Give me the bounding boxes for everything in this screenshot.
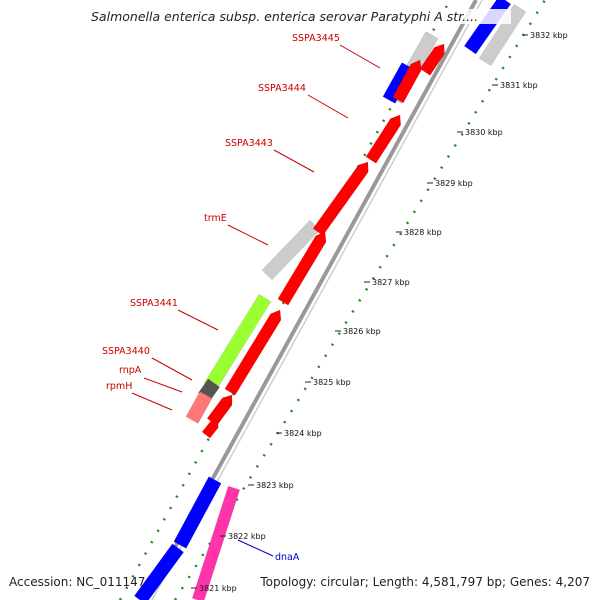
feature-arrow-3440 xyxy=(206,394,233,426)
kbp-tick-label: 3828 kbp xyxy=(404,228,442,237)
gene-label-leader xyxy=(227,224,269,246)
labels-layer: SSPA3445 SSPA3444 SSPA3443 trmE SSPA3441 SSPA… xyxy=(102,33,340,563)
kbp-tick-label: 3829 kbp xyxy=(435,179,473,188)
kbp-tick-label: 3830 kbp xyxy=(465,128,503,137)
label-leaders-layer xyxy=(131,44,381,557)
feature-dnaa-blue-outer xyxy=(173,476,222,549)
gene-label-text: rpmH xyxy=(106,381,132,392)
gene-label-leader xyxy=(131,392,173,411)
gene-label-leader xyxy=(237,539,274,557)
gene-label-text: SSPA3445 xyxy=(292,33,340,44)
gc-dots-layer xyxy=(118,0,547,600)
kbp-tick-label: 3832 kbp xyxy=(530,31,568,40)
gene-label-text: dnaA xyxy=(275,552,300,563)
feature-trme-grey xyxy=(261,219,321,281)
map-title: Salmonella enterica subsp. enterica sero… xyxy=(91,9,511,24)
kbp-tick-label: 3824 kbp xyxy=(284,429,322,438)
feature-arrow-3441 xyxy=(224,309,282,396)
gene-label-leader xyxy=(273,149,315,173)
gene-label-text: trmE xyxy=(204,213,227,224)
feature-rpmh-salmon xyxy=(185,391,213,424)
feature-arrow-3445 xyxy=(392,59,422,104)
feature-arrow-trme xyxy=(277,231,327,306)
gene-label-leader xyxy=(177,309,219,331)
gene-label-leader xyxy=(143,377,183,393)
kbp-tick-label: 3822 kbp xyxy=(228,532,266,541)
gene-label-text: rnpA xyxy=(119,365,142,376)
kbp-tick-label: 3831 kbp xyxy=(500,81,538,90)
feature-grey-corner xyxy=(478,3,527,67)
kbp-tick-label: 3827 kbp xyxy=(372,278,410,287)
features-layer xyxy=(133,0,527,600)
feature-arrow-3444 xyxy=(365,114,401,164)
topology-text: Topology: circular; Length: 4,581,797 bp… xyxy=(260,575,590,589)
feature-arrow-rpmh xyxy=(201,419,219,439)
kbp-tick-label: 3821 kbp xyxy=(199,584,237,593)
gene-label-leader xyxy=(307,94,349,119)
gene-label-text: SSPA3444 xyxy=(258,83,306,94)
gene-label-leader xyxy=(339,44,381,69)
gene-label-text: SSPA3443 xyxy=(225,138,273,149)
gene-label-text: SSPA3441 xyxy=(130,298,178,309)
accession-text: Accession: NC_011147 xyxy=(9,575,146,589)
feature-blue-bottom xyxy=(133,543,185,600)
ticks-layer: 3832 kbp 3831 kbp 3830 kbp 3829 kbp 3828 kbp… xyxy=(191,31,568,593)
feature-dnaa-pink xyxy=(191,485,241,600)
kbp-tick-label: 3825 kbp xyxy=(313,378,351,387)
gene-label-text: SSPA3440 xyxy=(102,346,150,357)
inner-dotted-line xyxy=(173,0,547,600)
feature-arrow-3445b xyxy=(419,43,445,76)
kbp-tick-label: 3826 kbp xyxy=(343,327,381,336)
feature-arrow-3443 xyxy=(312,161,369,236)
kbp-tick-label: 3823 kbp xyxy=(256,481,294,490)
gene-label-leader xyxy=(151,357,193,381)
